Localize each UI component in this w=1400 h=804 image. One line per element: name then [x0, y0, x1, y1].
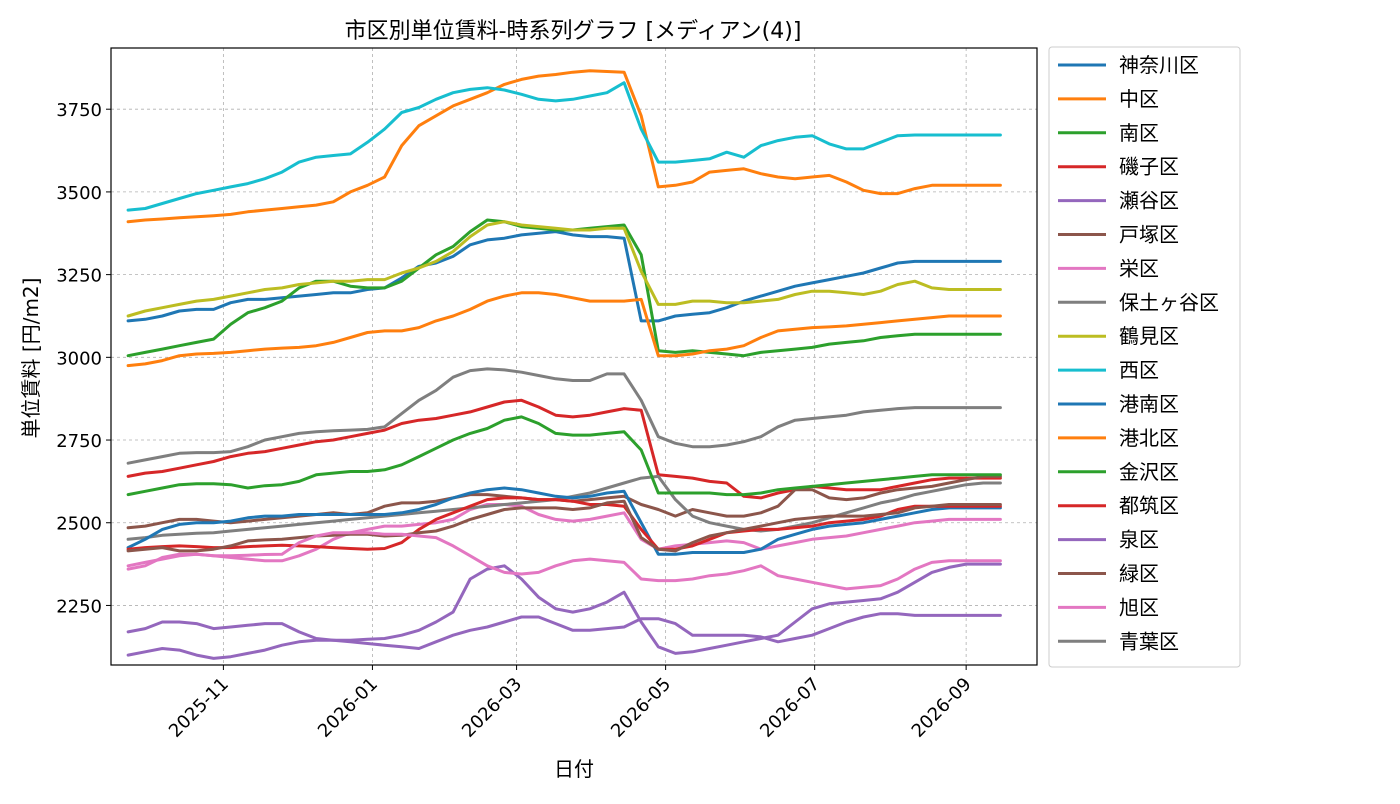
chart-title: 市区別単位賃料-時系列グラフ [メディアン(4)]: [345, 19, 802, 44]
series-line-4: [126, 612, 1002, 650]
series-lines: [126, 69, 1002, 660]
y-tick-label: 3750: [56, 100, 102, 121]
legend-label: 神奈川区: [1119, 53, 1199, 77]
legend-label: 中区: [1119, 87, 1159, 111]
y-tick-label: 3500: [56, 183, 102, 204]
legend-label: 旭区: [1119, 595, 1159, 619]
series-line-1: [126, 69, 1002, 224]
y-tick-label: 2750: [56, 431, 102, 452]
series-line-3: [126, 398, 1002, 500]
legend-label: 栄区: [1119, 256, 1159, 280]
series-line-11: [126, 291, 1002, 368]
x-tick-label: 2026-03: [458, 674, 526, 742]
series-line-13: [126, 496, 1002, 551]
series-line-15: [126, 499, 1002, 553]
y-tick-label: 3250: [56, 266, 102, 287]
legend-label: 緑区: [1119, 562, 1159, 586]
x-axis-label: 日付: [554, 757, 594, 781]
legend-label: 都筑区: [1119, 494, 1179, 518]
series-line-17: [126, 367, 1002, 465]
x-tick-label: 2025-11: [165, 674, 233, 742]
series-line-10: [126, 486, 1002, 556]
legend-label: 磯子区: [1119, 155, 1179, 179]
y-tick-label: 2500: [56, 514, 102, 535]
axes: 2250 2500 2750 3000 3250 3500 3750 2025-11 2026-…: [56, 100, 975, 742]
y-tick-label: 2250: [56, 596, 102, 617]
legend-label: 西区: [1119, 358, 1159, 382]
y-tick-label: 3000: [56, 348, 102, 369]
legend-label: 金沢区: [1119, 460, 1179, 484]
y-axis-label: 単位賃料 [円/m2]: [19, 278, 43, 439]
legend-label: 鶴見区: [1119, 324, 1179, 348]
x-tick-label: 2026-09: [908, 674, 976, 742]
series-line-0: [126, 230, 1002, 323]
legend-label: 港南区: [1119, 392, 1179, 416]
legend-label: 港北区: [1119, 426, 1179, 450]
legend-label: 青葉区: [1119, 629, 1179, 653]
legend-label: 南区: [1119, 121, 1159, 145]
series-line-14: [126, 562, 1002, 660]
legend-label: 瀬谷区: [1119, 189, 1179, 213]
x-tick-label: 2026-01: [314, 674, 382, 742]
series-line-12: [126, 415, 1002, 497]
series-line-9: [126, 81, 1002, 212]
plot-area-frame: [110, 47, 1038, 666]
x-tick-label: 2026-07: [756, 674, 824, 742]
series-line-16: [126, 531, 1002, 591]
series-line-8: [126, 220, 1002, 318]
series-line-2: [126, 218, 1002, 358]
legend-label: 泉区: [1119, 528, 1159, 552]
series-line-6: [126, 503, 1002, 568]
legend-label: 保土ヶ谷区: [1119, 290, 1219, 314]
x-tick-label: 2026-05: [607, 674, 675, 742]
legend-label: 戸塚区: [1119, 223, 1179, 247]
gridlines: [111, 48, 1037, 665]
legend: 神奈川区中区南区磯子区瀬谷区戸塚区栄区保土ヶ谷区鶴見区西区港南区港北区金沢区都筑…: [1048, 46, 1241, 668]
